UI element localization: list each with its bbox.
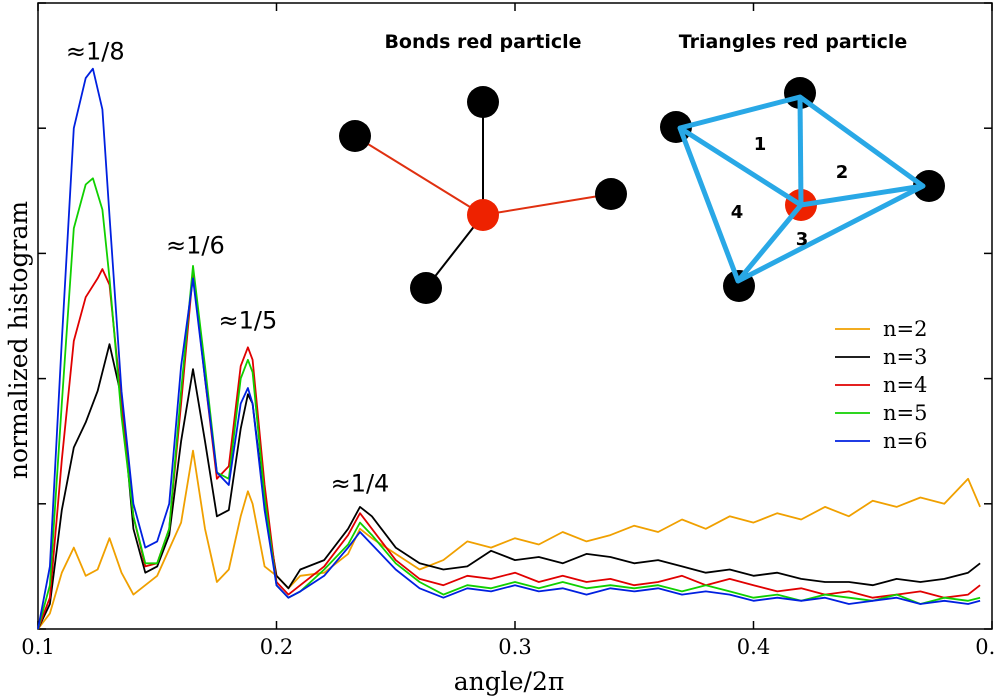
black-particle xyxy=(913,170,945,202)
triangle-edge xyxy=(678,125,803,208)
x-tick-label: 0.4 xyxy=(737,635,770,659)
triangle-label-3: 3 xyxy=(796,229,809,250)
x-axis-label: angle/2π xyxy=(454,667,565,696)
bonds-inset: Bonds red particle xyxy=(339,31,627,304)
triangles-inset: Triangles red particle 1 2 3 4 xyxy=(660,31,945,302)
black-particle xyxy=(595,178,627,210)
triangle-label-1: 1 xyxy=(754,134,767,155)
peak-label: ≈1/5 xyxy=(219,307,278,335)
legend-label: n=5 xyxy=(883,401,927,425)
series-line-n-3 xyxy=(37,343,981,630)
peak-label: ≈1/6 xyxy=(166,231,225,259)
bond-line-red xyxy=(482,193,612,216)
triangle-label-2: 2 xyxy=(836,162,849,183)
legend: n=2 n=3 n=4 n=5 n=6 xyxy=(835,317,927,453)
legend-label: n=6 xyxy=(883,429,927,453)
bonds-title: Bonds red particle xyxy=(384,31,581,53)
peak-label: ≈1/8 xyxy=(66,37,125,65)
series-line-n-6 xyxy=(37,67,981,630)
series-line-n-5 xyxy=(37,177,981,630)
bond-line-red xyxy=(354,135,484,216)
series-line-n-2 xyxy=(37,449,981,630)
black-particle xyxy=(339,120,371,152)
triangles-title: Triangles red particle xyxy=(679,31,908,53)
x-tick-label: 0.1 xyxy=(21,635,54,659)
triangle-edge xyxy=(736,203,803,283)
black-particle xyxy=(467,86,499,118)
ticks: 0.1 0.2 0.3 0.4 0.5 xyxy=(21,2,997,659)
peak-label: ≈1/4 xyxy=(331,469,390,497)
triangle-edge xyxy=(797,96,804,206)
y-axis-label: normalized histogram xyxy=(4,201,33,480)
legend-label: n=3 xyxy=(883,345,927,369)
triangle-label-4: 4 xyxy=(731,202,744,223)
x-tick-label: 0.5 xyxy=(975,635,997,659)
plot-frame xyxy=(37,2,993,630)
x-tick-label: 0.3 xyxy=(498,635,531,659)
triangle-edge xyxy=(800,183,924,208)
red-particle xyxy=(467,199,499,231)
peak-annotations: ≈1/8 ≈1/6 ≈1/5 ≈1/4 xyxy=(66,37,389,497)
series-group xyxy=(37,67,981,630)
legend-label: n=2 xyxy=(883,317,927,341)
legend-label: n=4 xyxy=(883,373,927,397)
x-tick-label: 0.2 xyxy=(260,635,293,659)
black-particle xyxy=(410,272,442,304)
